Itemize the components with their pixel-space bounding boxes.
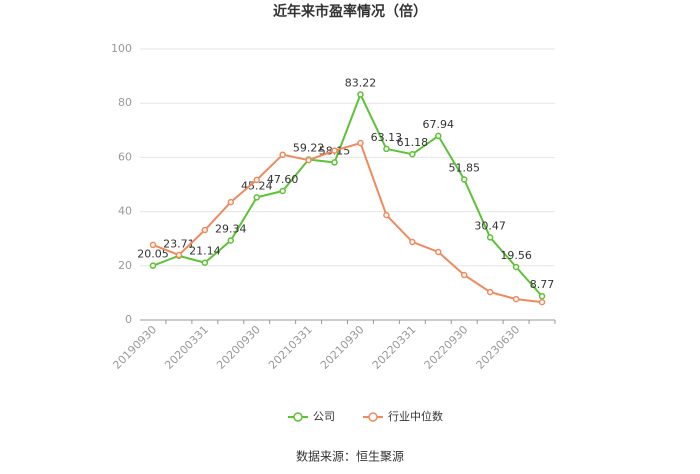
y-tick-label: 0	[125, 313, 132, 326]
y-tick-label: 80	[118, 96, 132, 109]
point	[435, 248, 442, 256]
data-label: 59.22	[293, 142, 325, 155]
data-label: 8.77	[530, 278, 555, 291]
data-label: 63.13	[371, 131, 403, 144]
legend-label: 公司	[313, 410, 335, 423]
x-tick-label: 20190930	[110, 323, 159, 372]
point	[409, 238, 416, 246]
point	[331, 147, 338, 154]
data-label: 47.60	[267, 173, 299, 186]
point	[331, 159, 338, 166]
point	[383, 145, 390, 153]
data-label: 45.24	[241, 179, 273, 192]
data-label: 29.34	[215, 222, 247, 235]
point	[253, 176, 260, 184]
point	[227, 198, 235, 206]
data-label: 21.14	[189, 245, 221, 258]
data-label: 20.05	[137, 248, 169, 261]
point	[435, 132, 442, 140]
x-tick-label: 20220930	[422, 323, 471, 372]
point	[512, 295, 520, 303]
point	[305, 156, 312, 164]
source: 数据来源：恒生聚源	[296, 449, 404, 464]
x-tick-label: 20230630	[474, 323, 523, 372]
data-label: 83.22	[345, 76, 377, 89]
data-label: 19.56	[500, 249, 532, 262]
point	[149, 241, 157, 249]
point	[512, 263, 520, 271]
point	[149, 262, 157, 269]
x-tick-label: 20210331	[266, 323, 315, 372]
point	[201, 226, 209, 234]
data-label: 30.47	[474, 219, 506, 232]
series-line	[152, 91, 543, 297]
y-tick-label: 40	[118, 205, 132, 218]
data-label: 67.94	[423, 118, 455, 131]
data-label: 51.85	[448, 161, 480, 174]
point	[460, 176, 468, 183]
chart-title: 近年来市盈率情况（倍）	[273, 3, 427, 20]
x-tick-label: 20220331	[370, 323, 419, 372]
point	[279, 151, 286, 158]
point	[357, 91, 364, 98]
point	[409, 150, 416, 158]
x-tick-label: 20200331	[162, 323, 211, 372]
point	[538, 298, 546, 306]
point	[486, 234, 494, 241]
point	[279, 187, 286, 195]
point	[201, 259, 209, 266]
y-tick-label: 60	[118, 150, 132, 163]
series-line	[152, 141, 543, 304]
y-tick-label: 20	[118, 259, 132, 272]
y-tick-label: 100	[111, 42, 132, 55]
data-label: 61.18	[397, 136, 429, 149]
x-tick-label: 20200930	[214, 323, 263, 372]
legend-marker	[293, 412, 303, 422]
point	[253, 194, 260, 201]
point	[486, 288, 494, 296]
legend-label: 行业中位数	[388, 409, 443, 423]
point	[383, 211, 390, 219]
legend-marker	[368, 412, 378, 422]
point	[175, 251, 183, 259]
point	[357, 139, 364, 147]
point	[460, 271, 468, 279]
x-tick-label: 20210930	[318, 323, 367, 372]
point	[538, 292, 546, 300]
point	[227, 237, 235, 244]
